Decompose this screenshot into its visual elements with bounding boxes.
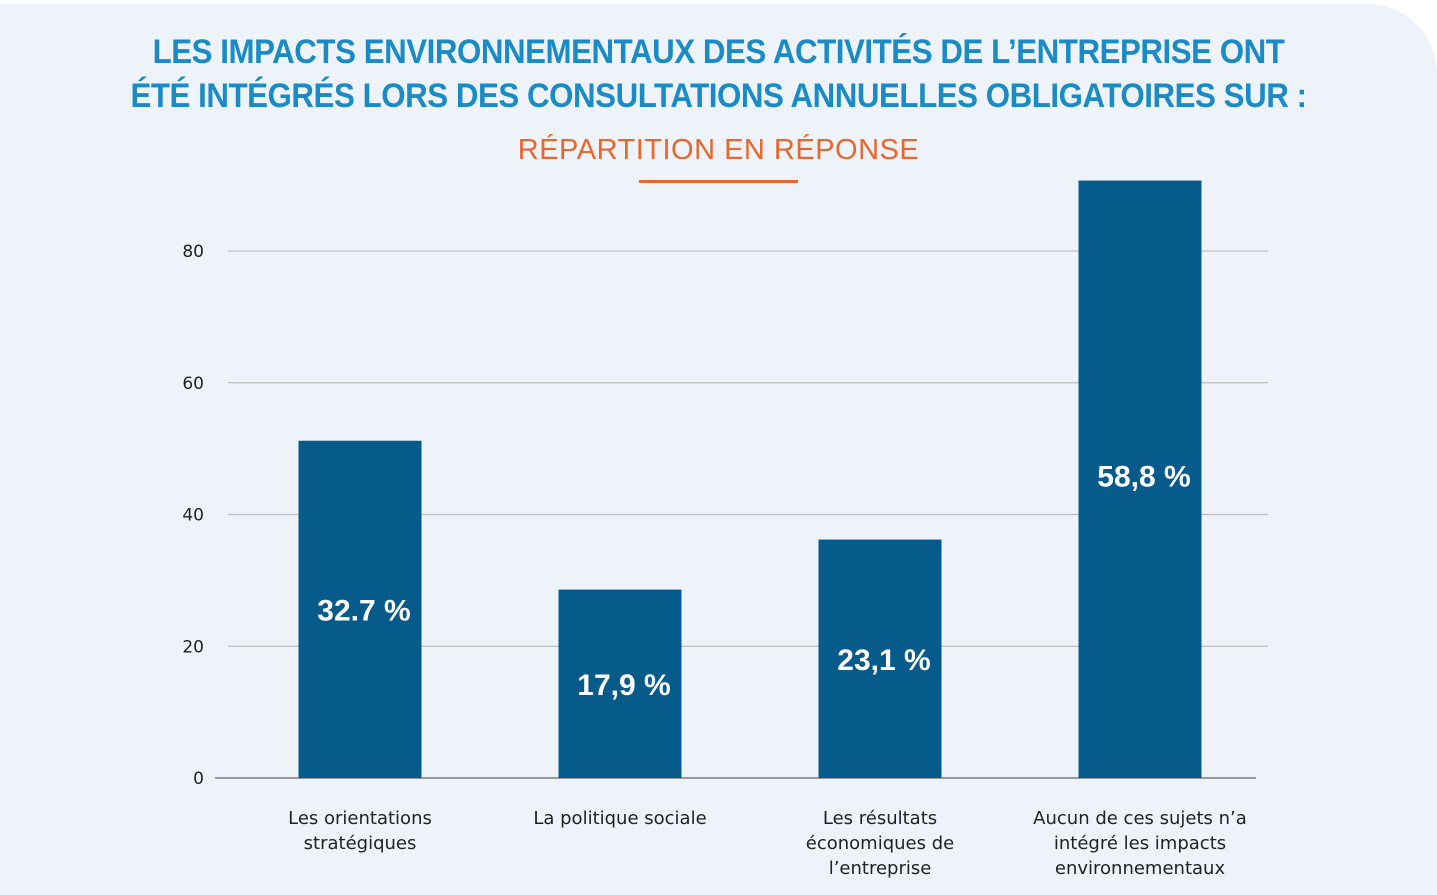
y-tick-label: 80 xyxy=(182,242,204,262)
chart-title: LES IMPACTS ENVIRONNEMENTAUX DES ACTIVIT… xyxy=(57,30,1379,118)
bar xyxy=(818,539,942,778)
data-label: 58,8 % xyxy=(1097,461,1190,494)
category-label: Les résultats économiques de l’entreprise xyxy=(806,808,954,879)
data-label: 17,9 % xyxy=(577,669,670,702)
category-label-line: Les résultats xyxy=(823,808,937,829)
category-label-line: environnementaux xyxy=(1055,858,1226,879)
y-tick-label: 60 xyxy=(182,374,204,394)
data-label: 23,1 % xyxy=(837,644,930,677)
data-label: 32.7 % xyxy=(317,594,410,627)
y-tick-label: 20 xyxy=(182,637,204,657)
bar xyxy=(298,440,422,778)
category-label: Aucun de ces sujets n’a intégré les impac… xyxy=(1033,808,1247,879)
subtitle-underline xyxy=(639,180,798,183)
category-label-line: intégré les impacts xyxy=(1054,833,1226,854)
y-tick-label: 0 xyxy=(193,769,204,789)
category-label-line: stratégiques xyxy=(304,833,417,854)
category-label-line: Aucun de ces sujets n’a xyxy=(1033,808,1247,829)
category-label: Les orientations stratégiques xyxy=(288,808,432,854)
title-line-2: ÉTÉ INTÉGRÉS LORS DES CONSULTATIONS ANNU… xyxy=(130,77,1307,115)
category-label-line: l’entreprise xyxy=(829,858,932,879)
category-label-line: Les orientations xyxy=(288,808,432,829)
y-tick-label: 40 xyxy=(182,506,204,526)
bar xyxy=(1078,180,1202,778)
category-label: La politique sociale xyxy=(533,808,706,829)
title-line-1: LES IMPACTS ENVIRONNEMENTAUX DES ACTIVIT… xyxy=(152,33,1285,71)
category-label-line: économiques de xyxy=(806,833,954,854)
category-label-line: La politique sociale xyxy=(533,808,706,829)
chart-subtitle: RÉPARTITION EN RÉPONSE xyxy=(517,134,920,166)
bar xyxy=(558,589,682,778)
